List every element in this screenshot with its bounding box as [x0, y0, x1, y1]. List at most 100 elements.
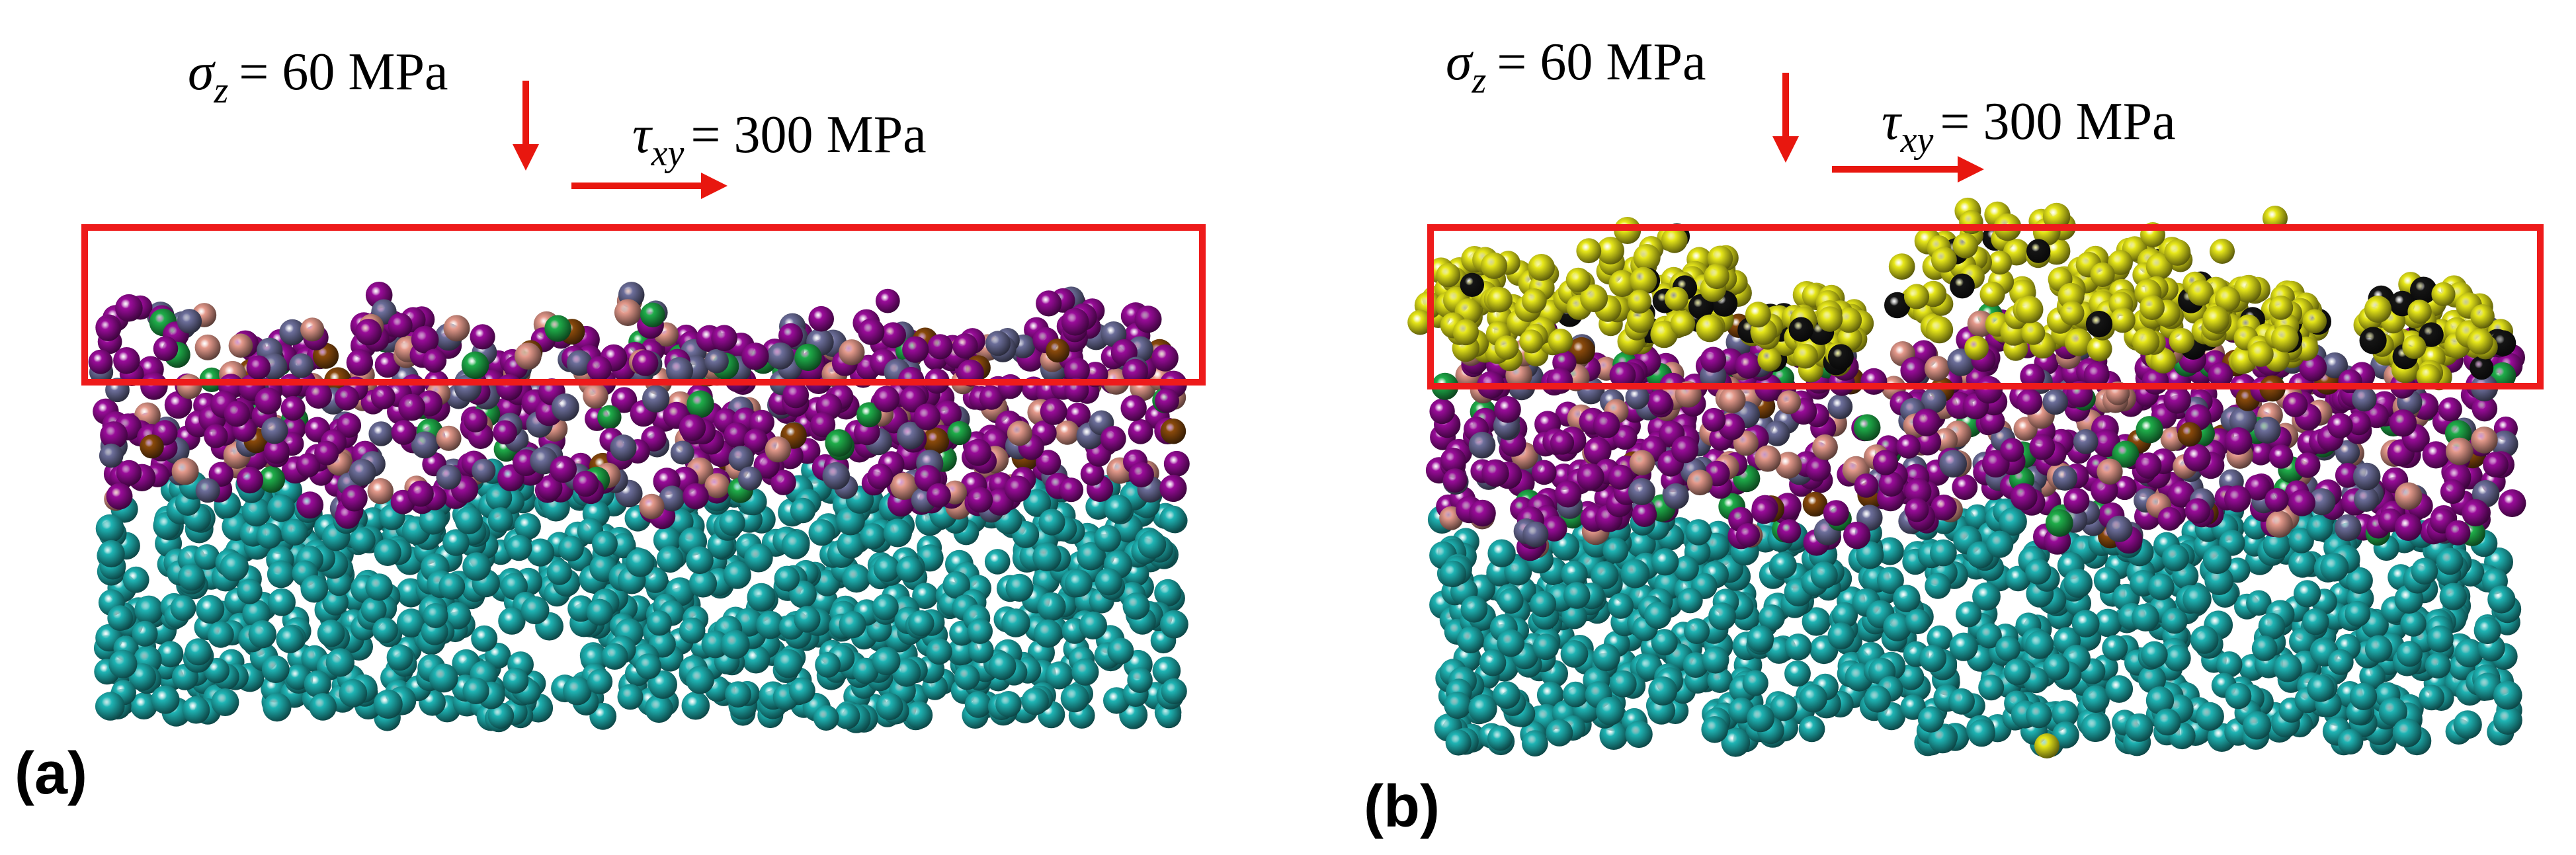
atom	[2473, 616, 2501, 645]
atom	[825, 429, 852, 457]
atom	[2147, 573, 2175, 600]
atom	[1094, 524, 1122, 552]
atom	[856, 402, 882, 428]
atom	[656, 546, 684, 573]
atom	[1156, 703, 1182, 729]
atom	[2204, 566, 2234, 595]
atom	[1817, 306, 1843, 332]
atom	[1583, 437, 1612, 465]
atom	[2498, 489, 2526, 517]
atom	[1079, 611, 1108, 639]
atom	[704, 473, 730, 499]
atom	[2177, 422, 2202, 447]
atom	[2288, 489, 2315, 516]
atom	[592, 530, 618, 557]
atom	[258, 466, 286, 493]
atom	[1931, 494, 1957, 521]
atom	[140, 434, 164, 459]
atom	[1888, 253, 1915, 280]
atom	[1670, 311, 1696, 337]
atom	[617, 684, 644, 710]
atom	[2345, 600, 2371, 627]
atom	[952, 333, 978, 359]
atom	[632, 350, 659, 376]
atom	[988, 652, 1017, 680]
atom	[1128, 462, 1155, 488]
atom	[774, 649, 803, 678]
atom	[789, 677, 815, 704]
atom	[947, 421, 972, 446]
atom	[1481, 459, 1509, 487]
atom	[1577, 463, 1604, 491]
atom	[1546, 368, 1573, 394]
atom	[1810, 561, 1838, 589]
atom	[300, 575, 329, 603]
atom	[2288, 550, 2317, 578]
atom	[1046, 338, 1070, 363]
subscript: z	[213, 70, 228, 111]
atom	[1884, 292, 1911, 319]
atom	[1633, 244, 1661, 272]
atom	[908, 610, 935, 637]
atom	[429, 663, 458, 693]
atom	[902, 336, 929, 363]
atom	[2164, 239, 2191, 266]
atom	[737, 466, 763, 491]
atom	[1163, 450, 1190, 477]
atom	[1784, 633, 1812, 661]
atom	[1522, 288, 1547, 313]
value: = 300 MPa	[1940, 93, 2175, 151]
atom	[2335, 514, 2362, 542]
atom	[1457, 626, 1484, 653]
atom	[2487, 585, 2516, 614]
atom	[1004, 475, 1032, 503]
atom	[388, 313, 413, 338]
atom	[860, 523, 886, 550]
atom	[926, 483, 951, 508]
atom	[679, 414, 706, 442]
atom	[370, 385, 395, 410]
atom	[872, 594, 899, 621]
atom	[1536, 681, 1564, 709]
atom	[1827, 622, 1855, 650]
atom	[1151, 344, 1179, 372]
atom	[1930, 539, 1957, 567]
atom	[346, 349, 374, 376]
atom	[2184, 498, 2211, 524]
atom	[279, 319, 306, 346]
atom	[196, 594, 225, 624]
atom	[100, 421, 128, 449]
atom	[1080, 462, 1104, 486]
atom	[1504, 557, 1532, 586]
atom	[2402, 335, 2427, 359]
atom	[1596, 696, 1624, 725]
atom	[681, 691, 710, 720]
atom	[1719, 386, 1746, 413]
atom	[1128, 419, 1153, 444]
atom	[1608, 592, 1634, 619]
atom	[2045, 509, 2073, 537]
atom	[1685, 519, 1712, 546]
atom	[1546, 719, 1573, 747]
atom	[334, 386, 360, 411]
atom	[711, 325, 737, 351]
atom	[436, 425, 462, 451]
atom	[1063, 357, 1090, 384]
atom	[2157, 507, 2182, 531]
atom	[1931, 247, 1957, 273]
atom	[645, 694, 673, 723]
atom	[968, 637, 994, 664]
atom	[2202, 545, 2232, 575]
atom	[1968, 719, 1995, 747]
atom	[1926, 316, 1954, 344]
atom	[1055, 420, 1080, 445]
atom	[2462, 499, 2489, 527]
atom	[2225, 682, 2252, 710]
atom	[1625, 720, 1653, 749]
atom	[1034, 619, 1063, 648]
atom	[107, 605, 134, 631]
atom	[2251, 635, 2278, 661]
atom	[2394, 482, 2423, 510]
atom	[182, 696, 210, 724]
atom	[1630, 266, 1657, 294]
